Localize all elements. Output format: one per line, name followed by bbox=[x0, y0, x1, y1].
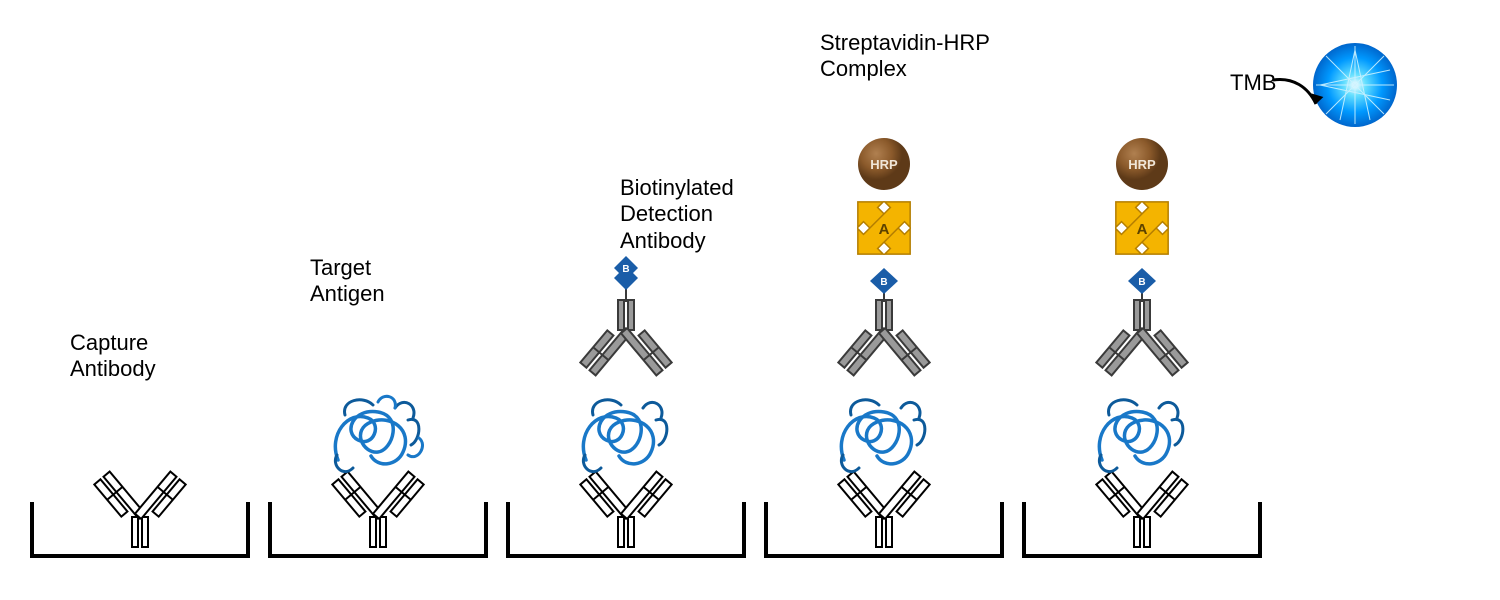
antigen-icon bbox=[323, 390, 433, 480]
svg-text:A: A bbox=[879, 221, 890, 238]
panel-strept: B A HRP bbox=[764, 100, 1004, 560]
detection-antibody-icon bbox=[824, 295, 944, 405]
svg-text:A: A bbox=[1137, 221, 1148, 238]
svg-text:B: B bbox=[880, 277, 887, 288]
label-capture: Capture Antibody bbox=[70, 330, 156, 383]
panel-antigen bbox=[268, 340, 488, 560]
streptavidin-icon: A bbox=[834, 178, 934, 278]
label-strept: Streptavidin-HRP Complex bbox=[820, 30, 990, 83]
panel-tmb: B A HRP bbox=[1022, 40, 1262, 560]
svg-text:HRP: HRP bbox=[1128, 157, 1156, 172]
label-tmb: TMB bbox=[1230, 70, 1276, 96]
tmb-arrow-icon bbox=[1268, 72, 1338, 122]
label-antigen: Target Antigen bbox=[310, 255, 385, 308]
hrp-icon: HRP bbox=[856, 136, 912, 192]
detection-antibody-icon bbox=[566, 295, 686, 405]
detection-antibody-icon bbox=[1082, 295, 1202, 405]
panel-capture bbox=[30, 410, 250, 560]
svg-text:HRP: HRP bbox=[870, 157, 898, 172]
svg-text:B: B bbox=[622, 264, 629, 275]
panel-detection: B bbox=[506, 220, 746, 560]
svg-text:B: B bbox=[1138, 277, 1145, 288]
hrp-icon: HRP bbox=[1114, 136, 1170, 192]
label-detection: Biotinylated Detection Antibody bbox=[620, 175, 734, 254]
capture-antibody-icon bbox=[80, 442, 200, 552]
biotin-icon: B bbox=[608, 256, 644, 302]
streptavidin-icon: A bbox=[1092, 178, 1192, 278]
